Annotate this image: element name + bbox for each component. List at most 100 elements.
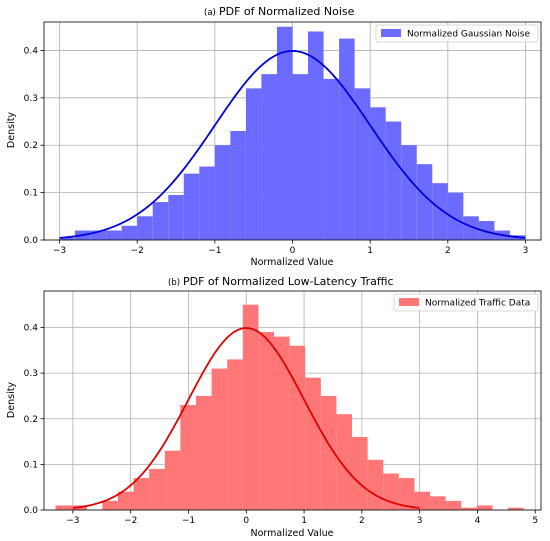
histogram-bar xyxy=(476,505,493,510)
histogram-bar xyxy=(447,192,464,240)
x-tick-label: 2 xyxy=(359,516,365,526)
y-tick-label: 0.0 xyxy=(24,236,39,246)
histogram-bar xyxy=(149,468,165,510)
histogram-bar xyxy=(274,336,290,510)
x-tick-label: 2 xyxy=(445,246,451,256)
histogram-bar xyxy=(367,459,384,510)
histogram-bar xyxy=(195,395,212,510)
histogram-bar xyxy=(152,202,169,240)
histogram-bar xyxy=(183,173,200,240)
panel-a-legend-label: Normalized Gaussian Noise xyxy=(407,30,530,40)
histogram-bar xyxy=(214,145,231,240)
histogram-bar xyxy=(180,405,196,510)
histogram-bar xyxy=(258,332,275,510)
histogram-bar xyxy=(414,491,431,510)
panel-a-prefix: (a) xyxy=(204,8,216,18)
panel-a-xlabel: Normalized Value xyxy=(251,257,334,268)
histogram-bar xyxy=(168,194,184,240)
x-tick-label: −2 xyxy=(131,246,144,256)
x-tick-label: 1 xyxy=(301,516,307,526)
histogram-bar xyxy=(432,183,448,240)
histogram-bar xyxy=(445,500,462,510)
panel-b-grid xyxy=(44,291,541,511)
histogram-bar xyxy=(242,304,259,510)
x-tick-label: 3 xyxy=(523,246,529,256)
histogram-bar xyxy=(398,478,415,510)
histogram-bar xyxy=(401,145,417,240)
x-tick-label: 0 xyxy=(243,516,249,526)
panel-b-ylabel: Density xyxy=(6,382,17,418)
panel-b-xticks: −3 −2 −1 0 1 2 3 4 5 xyxy=(66,510,538,526)
x-tick-label: −1 xyxy=(208,246,221,256)
histogram-bar xyxy=(339,38,355,240)
y-tick-label: 0.4 xyxy=(24,46,39,56)
histogram-bar xyxy=(55,505,72,510)
x-tick-label: −3 xyxy=(53,246,66,256)
panel-b-title: PDF of Normalized Low-Latency Traffic xyxy=(183,275,394,288)
histogram-bar xyxy=(276,26,293,240)
x-tick-label: −3 xyxy=(66,516,79,526)
panel-a-title: PDF of Normalized Noise xyxy=(219,5,355,18)
histogram-bar xyxy=(305,377,321,510)
panel-b-legend: Normalized Traffic Data xyxy=(393,293,539,312)
y-tick-label: 0.2 xyxy=(24,141,38,151)
panel-a: (a) PDF of Normalized Noise Density Norm… xyxy=(6,5,542,268)
histogram-bar xyxy=(137,216,153,240)
histogram-bar xyxy=(211,368,228,510)
histogram-bar xyxy=(430,496,446,510)
panel-b-prefix: (b) xyxy=(168,278,180,288)
y-tick-label: 0.4 xyxy=(24,324,39,334)
x-tick-label: 0 xyxy=(290,246,296,256)
histogram-bar xyxy=(106,230,122,240)
x-tick-label: −2 xyxy=(124,516,137,526)
histogram-bar xyxy=(261,74,277,240)
panel-a-xticks: −3 −2 −1 0 1 2 3 xyxy=(53,240,528,256)
histogram-bar xyxy=(227,359,243,510)
x-tick-label: 5 xyxy=(532,516,538,526)
histogram-bar xyxy=(461,507,477,510)
histogram-bar xyxy=(308,31,324,241)
histogram-bar xyxy=(90,230,107,240)
histogram-bar xyxy=(164,450,181,510)
panel-a-legend: Normalized Gaussian Noise xyxy=(375,24,539,43)
x-tick-label: 1 xyxy=(367,246,373,256)
panel-b-pdf-curve xyxy=(72,327,420,509)
histogram-bar xyxy=(320,395,337,510)
y-tick-label: 0.1 xyxy=(24,460,38,470)
panel-b-legend-label: Normalized Traffic Data xyxy=(425,299,530,309)
panel-a-legend-swatch xyxy=(381,29,401,37)
histogram-bar xyxy=(352,437,368,510)
histogram-bar xyxy=(416,164,433,240)
panel-b: (b) PDF of Normalized Low-Latency Traffi… xyxy=(6,275,542,539)
x-tick-label: 3 xyxy=(417,516,423,526)
panel-b-bars xyxy=(55,304,524,510)
histogram-bar xyxy=(133,478,150,510)
y-tick-label: 0.3 xyxy=(24,369,38,379)
histogram-bar xyxy=(336,414,353,510)
histogram-bar xyxy=(478,221,495,240)
y-tick-label: 0.1 xyxy=(24,189,38,199)
panel-b-frame xyxy=(43,290,542,511)
panel-b-legend-box xyxy=(393,293,539,312)
histogram-bar xyxy=(59,237,76,240)
y-tick-label: 0.0 xyxy=(24,506,39,516)
histogram-bar xyxy=(245,88,262,240)
panel-a-pdf-curve xyxy=(59,50,526,239)
histogram-bar xyxy=(289,345,306,510)
panel-a-yticks: 0.0 0.1 0.2 0.3 0.4 xyxy=(24,46,44,246)
y-tick-label: 0.2 xyxy=(24,415,38,425)
x-tick-label: 4 xyxy=(475,516,481,526)
panel-b-yticks: 0.0 0.1 0.2 0.3 0.4 xyxy=(24,324,44,516)
panel-a-legend-box xyxy=(375,24,539,43)
histogram-bar xyxy=(463,216,479,240)
histogram-bar xyxy=(102,500,118,510)
histogram-bar xyxy=(370,107,386,240)
panel-a-ylabel: Density xyxy=(6,112,17,148)
histogram-bar xyxy=(199,166,215,240)
histogram-bar xyxy=(292,74,309,240)
panel-b-legend-swatch xyxy=(399,298,419,306)
histogram-bar xyxy=(117,491,134,510)
histogram-bar xyxy=(508,507,524,510)
y-tick-label: 0.3 xyxy=(24,94,38,104)
